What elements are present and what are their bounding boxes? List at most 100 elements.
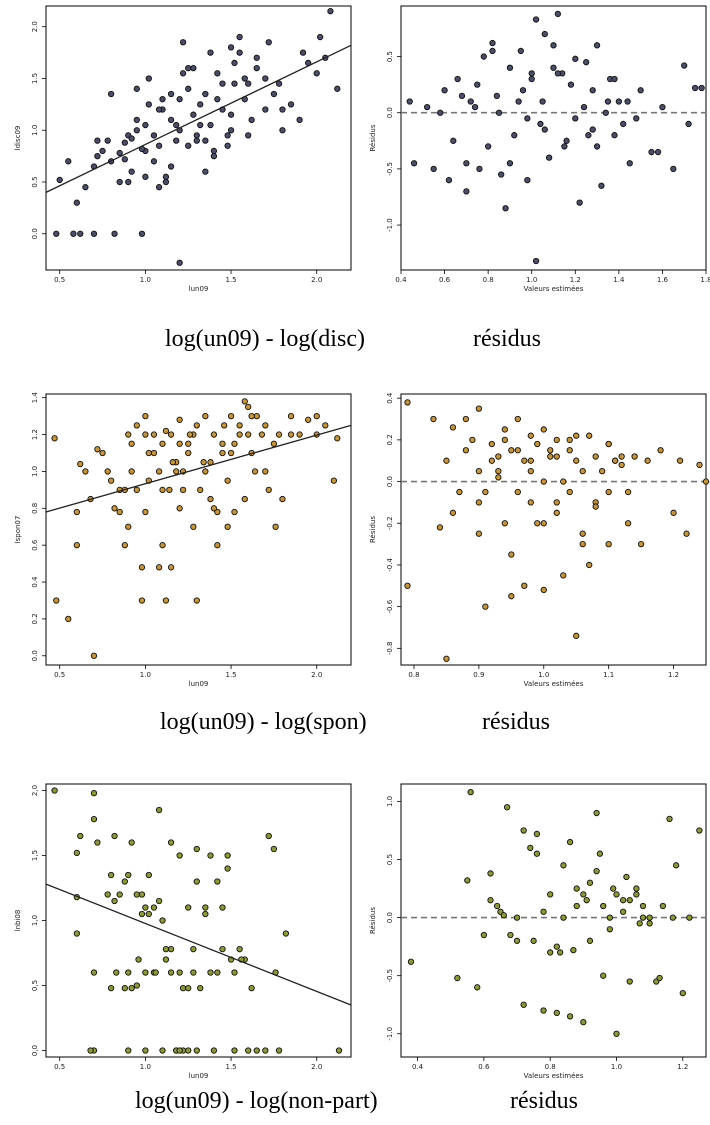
data-point (457, 489, 462, 494)
data-point (667, 816, 672, 821)
data-point (194, 598, 199, 603)
y-axis-label: Résidus (369, 516, 377, 543)
data-point (156, 898, 161, 903)
data-point (191, 65, 196, 70)
data-point (488, 871, 493, 876)
data-point (624, 874, 629, 879)
data-point (621, 121, 626, 126)
data-point (91, 653, 96, 658)
data-point (146, 102, 151, 107)
data-point (567, 489, 572, 494)
data-point (561, 915, 566, 920)
data-point (228, 128, 233, 133)
data-point (586, 562, 591, 567)
data-point (139, 598, 144, 603)
data-point (561, 573, 566, 578)
data-point (528, 458, 533, 463)
data-point (508, 932, 513, 937)
data-point (490, 48, 495, 53)
data-point (177, 970, 182, 975)
y-axis-label: Résidus (369, 124, 377, 151)
data-point (627, 979, 632, 984)
data-point (232, 970, 237, 975)
data-point (625, 99, 630, 104)
data-point (535, 441, 540, 446)
data-point (574, 633, 579, 638)
y-tick-label: 0.2 (386, 434, 394, 445)
data-point (191, 112, 196, 117)
data-point (521, 1002, 526, 1007)
data-point (122, 157, 127, 162)
data-point (143, 905, 148, 910)
data-point (483, 489, 488, 494)
data-point (198, 122, 203, 127)
data-point (499, 172, 504, 177)
y-tick-label: -1.0 (386, 218, 394, 232)
plot-frame (401, 784, 706, 1057)
data-point (112, 898, 117, 903)
data-point (129, 840, 134, 845)
data-point (444, 656, 449, 661)
data-point (215, 71, 220, 76)
data-point (597, 851, 602, 856)
data-point (180, 985, 185, 990)
x-tick-label: 1.6 (657, 276, 669, 284)
y-tick-label: 1,0 (31, 915, 39, 926)
data-point (215, 96, 220, 101)
data-point (126, 432, 131, 437)
data-point (203, 469, 208, 474)
data-point (407, 99, 412, 104)
x-tick-label: 0.8 (408, 671, 419, 679)
data-point (126, 970, 131, 975)
data-point (507, 161, 512, 166)
y-tick-label: -0.4 (386, 558, 394, 572)
caption-left: log(un09) - log(disc) (165, 326, 365, 353)
data-point (529, 71, 534, 76)
data-point (225, 478, 230, 483)
regression-line (46, 425, 351, 512)
data-point (143, 509, 148, 514)
data-point (514, 915, 519, 920)
caption-row-1: log(un09) - log(spon) résidus (0, 709, 710, 741)
data-point (619, 454, 624, 459)
data-point (237, 946, 242, 951)
data-point (577, 200, 582, 205)
data-point (74, 509, 79, 514)
data-point (551, 65, 556, 70)
y-tick-label: 1,5 (31, 850, 39, 861)
data-point (280, 107, 285, 112)
data-point (225, 866, 230, 871)
y-tick-label: 0.4 (31, 576, 39, 588)
data-point (105, 138, 110, 143)
data-point (601, 973, 606, 978)
data-point (599, 183, 604, 188)
x-tick-label: 1.5 (225, 1063, 236, 1071)
data-point (682, 63, 687, 68)
y-tick-label: 2,0 (31, 785, 39, 796)
data-point (174, 138, 179, 143)
data-point (673, 863, 678, 868)
data-point (323, 423, 328, 428)
data-point (464, 161, 469, 166)
data-point (151, 133, 156, 138)
data-point (266, 40, 271, 45)
data-point (518, 48, 523, 53)
data-point (649, 149, 654, 154)
data-point (692, 85, 697, 90)
data-point (126, 872, 131, 877)
data-point (541, 427, 546, 432)
data-point (502, 521, 507, 526)
x-tick-label: 2.0 (311, 1063, 322, 1071)
data-point (593, 504, 598, 509)
data-point (134, 487, 139, 492)
data-point (168, 117, 173, 122)
data-point (541, 479, 546, 484)
data-point (194, 423, 199, 428)
x-tick-label: 0.9 (473, 671, 484, 679)
data-point (314, 413, 319, 418)
data-point (271, 441, 276, 446)
data-point (610, 886, 615, 891)
data-point (660, 104, 665, 109)
data-point (194, 138, 199, 143)
data-point (156, 107, 161, 112)
